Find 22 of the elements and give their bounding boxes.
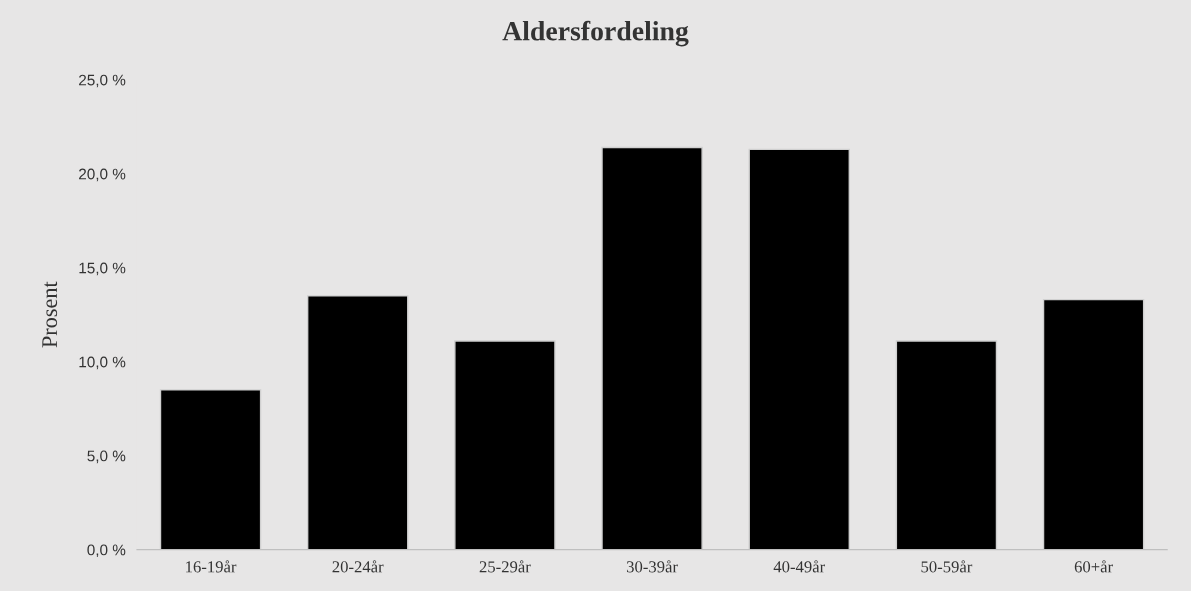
y-tick-label: 20,0 % [79,168,126,182]
x-tick-label: 16-19år [186,560,237,573]
bar [601,146,703,550]
bar [748,148,850,550]
bar [159,389,262,550]
x-tick-label: 25-29år [479,560,531,573]
x-tick-label: 50-59år [921,560,973,573]
chart-title: Aldersfordeling [502,20,689,47]
bar [454,340,556,550]
y-tick-label: 15,0 % [79,262,126,276]
bar [1042,298,1145,550]
y-tick-label: 25,0 % [79,74,126,88]
y-tick-label: 10,0 % [79,356,126,370]
y-tick-label: 5,0 % [87,450,126,464]
bar [306,295,409,550]
y-axis-title: Prosent [42,281,58,348]
x-tick-label: 20-24år [332,560,384,573]
x-tick-label: 40-49år [773,560,826,573]
bar [895,340,998,550]
y-tick-label: 0,0 % [87,544,126,558]
x-tick-label: 30-39år [626,560,678,573]
x-tick-label: 60+år [1074,560,1113,573]
